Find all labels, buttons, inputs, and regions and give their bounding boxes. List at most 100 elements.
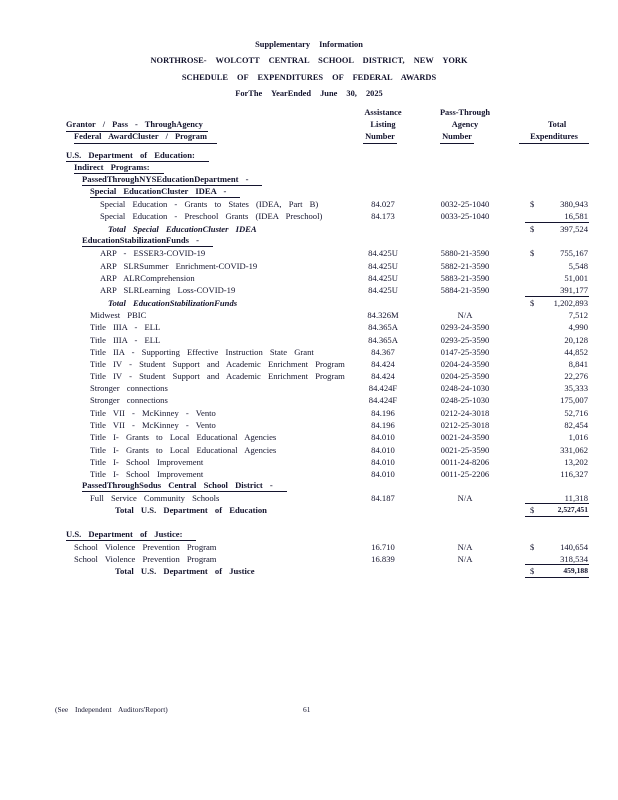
aln-header-3: Number	[363, 131, 397, 144]
row-description: Special Education - Grants to States (ID…	[100, 199, 319, 209]
pass-through-number: 0204-24-3590	[440, 359, 490, 369]
total-rule	[525, 516, 589, 517]
row-description: Title I- School Improvement	[90, 469, 204, 479]
assistance-listing-number: 84.424F	[368, 395, 398, 405]
expenditure-amount: 459,188	[563, 566, 588, 575]
pass-through-number: N/A	[457, 310, 473, 320]
assistance-listing-number: 84.424	[371, 371, 395, 381]
expenditure-amount: 20,128	[564, 335, 588, 345]
row-description: Title VII - McKinney - Vento	[90, 408, 216, 418]
assistance-listing-number: 84.027	[371, 199, 395, 209]
pass-through-number: 0248-24-1030	[440, 383, 490, 393]
row-description: Indirect Programs:	[74, 162, 164, 174]
table-row: Title I- School Improvement 84.010 0011-25…	[0, 468, 618, 480]
row-description: ARP SLRSummer Enrichment-COVID-19	[100, 261, 258, 271]
assistance-listing-number: 84.425U	[368, 248, 398, 258]
table-row: ARP SLRSummer Enrichment-COVID-19 84.425U…	[0, 260, 618, 272]
expenditure-amount: 5,548	[568, 261, 588, 271]
table-row: Title IIIA - ELL 84.365A 0293-25-3590 20,12…	[0, 334, 618, 346]
expenditure-amount: 13,202	[564, 457, 588, 467]
row-description: Title I- School Improvement	[90, 457, 204, 467]
table-row: ARP - ESSER3-COVID-19 84.425U 5880-21-3590…	[0, 247, 618, 259]
aln-header-2: Listing	[370, 120, 396, 129]
dollar-sign: $	[530, 566, 535, 576]
pass-through-number: 0032-25-1040	[440, 199, 490, 209]
row-description: EducationStabilizationFunds -	[82, 235, 213, 247]
pass-through-number: 0248-25-1030	[440, 395, 490, 405]
row-description: Total U.S. Department of Justice	[115, 566, 255, 576]
table-row: Title IV - Student Support and Academic …	[0, 370, 618, 382]
pass-through-number: 0147-25-3590	[440, 347, 490, 357]
table-row: Special Education - Preschool Grants (ID…	[0, 210, 618, 222]
expenditure-amount: 1,202,893	[553, 298, 588, 308]
row-description: U.S. Department of Education:	[66, 150, 209, 162]
aln-header-1: Assistance	[364, 108, 402, 117]
assistance-listing-number: 84.425U	[368, 285, 398, 295]
pt-header-2: Agency	[451, 120, 479, 129]
section-heading-row: EducationStabilizationFunds -	[0, 235, 618, 247]
grantor-header: Grantor / Pass - ThroughAgency	[66, 119, 208, 132]
table-row: Title VII - McKinney - Vento 84.196 0212-2…	[0, 407, 618, 419]
row-description: School Violence Prevention Program	[74, 542, 217, 552]
section-heading-row: Special EducationCluster IDEA -	[0, 186, 618, 198]
period-title: ForThe YearEnded June 30, 2025	[235, 89, 383, 98]
row-description: Special EducationCluster IDEA -	[90, 186, 241, 198]
assistance-listing-number: 84.010	[371, 445, 395, 455]
row-description: Special Education - Preschool Grants (ID…	[100, 211, 323, 221]
section-heading-row: U.S. Department of Justice:	[0, 529, 618, 541]
district-name: NORTHROSE- WOLCOTT CENTRAL SCHOOL DISTRI…	[150, 56, 468, 65]
table-row: Stronger connections 84.424F 0248-24-1030 3…	[0, 382, 618, 394]
total-header-1: Total	[547, 120, 567, 129]
assistance-listing-number: 16.839	[371, 554, 395, 564]
expenditure-amount: 116,327	[560, 469, 588, 479]
row-description: Midwest PBIC	[90, 310, 147, 320]
row-description: ARP - ESSER3-COVID-19	[100, 248, 206, 258]
expenditure-amount: 2,527,451	[557, 505, 588, 514]
table-row: Midwest PBIC 84.326M N/A 7,512	[0, 309, 618, 321]
expenditure-amount: 4,990	[568, 322, 588, 332]
pass-through-number: 5882-21-3590	[440, 261, 490, 271]
expenditure-amount: 8,841	[568, 359, 588, 369]
assistance-listing-number: 84.425U	[368, 273, 398, 283]
pass-through-number: 0011-24-8206	[440, 457, 490, 467]
pass-through-number: 0293-24-3590	[440, 322, 490, 332]
row-description: Full Service Community Schools	[90, 493, 220, 503]
expenditure-amount: 16,581	[564, 211, 588, 221]
row-description: Title IIIA - ELL	[90, 322, 161, 332]
total-header-2: Expenditures	[519, 131, 589, 144]
pt-header-3: Number	[440, 131, 474, 144]
schedule-title: SCHEDULE OF EXPENDITURES OF FEDERAL AWAR…	[181, 73, 437, 82]
row-description: School Violence Prevention Program	[74, 554, 217, 564]
pass-through-number: 0212-25-3018	[440, 420, 490, 430]
expenditure-amount: 44,852	[564, 347, 588, 357]
row-description: Title IIIA - ELL	[90, 335, 161, 345]
expenditure-amount: 318,534	[560, 554, 588, 564]
assistance-listing-number: 84.196	[371, 420, 395, 430]
total-rule	[525, 577, 589, 578]
expenditure-amount: 397,524	[560, 224, 588, 234]
table-row: Stronger connections 84.424F 0248-25-1030 1…	[0, 394, 618, 406]
assistance-listing-number: 84.196	[371, 408, 395, 418]
row-description: Title IIA - Supporting Effective Instruc…	[90, 347, 314, 357]
row-description: Stronger connections	[90, 383, 168, 393]
pass-through-number: 0021-25-3590	[440, 445, 490, 455]
table-row: Title IIIA - ELL 84.365A 0293-24-3590 4,990	[0, 321, 618, 333]
assistance-listing-number: 16.710	[371, 542, 395, 552]
row-description: Total U.S. Department of Education	[115, 505, 267, 515]
assistance-listing-number: 84.010	[371, 432, 395, 442]
table-row: Full Service Community Schools 84.187 N/A 1…	[0, 492, 618, 504]
table-row: ARP ALRComprehension 84.425U 5883-21-3590 5…	[0, 272, 618, 284]
table-row: Title IIA - Supporting Effective Instruc…	[0, 346, 618, 358]
assistance-listing-number: 84.187	[371, 493, 395, 503]
subtotal-rule	[525, 564, 589, 565]
expenditure-amount: 22,276	[564, 371, 588, 381]
row-description: ARP ALRComprehension	[100, 273, 195, 283]
expenditure-amount: 755,167	[560, 248, 588, 258]
assistance-listing-number: 84.010	[371, 469, 395, 479]
subtotal-rule	[525, 296, 589, 297]
row-description: PassedThroughNYSEducationDepartment -	[82, 174, 263, 186]
pass-through-number: N/A	[457, 493, 473, 503]
row-description: PassedThroughSodus Central School Distri…	[82, 480, 287, 492]
pass-through-number: 5884-21-3590	[440, 285, 490, 295]
pass-through-number: 0212-24-3018	[440, 408, 490, 418]
